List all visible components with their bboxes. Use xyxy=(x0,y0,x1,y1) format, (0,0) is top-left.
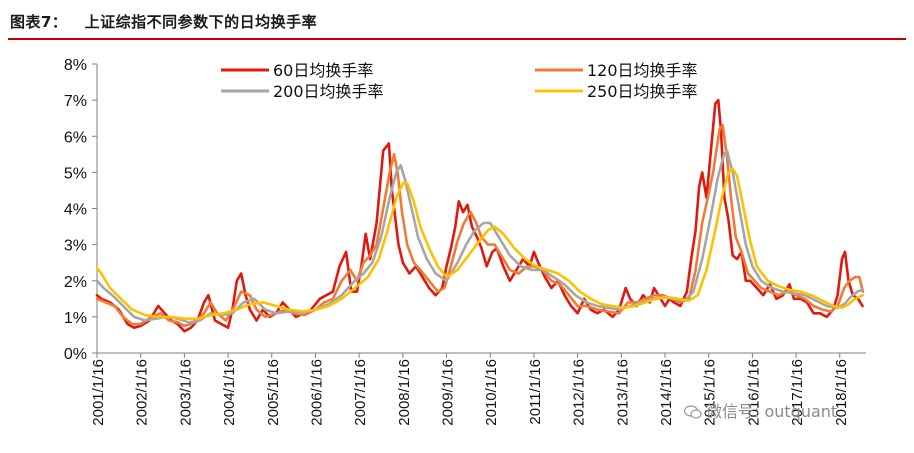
y-tick-label: 2% xyxy=(64,274,87,291)
x-tick-label: 2006/1/16 xyxy=(308,359,325,426)
y-tick-label: 1% xyxy=(64,310,87,327)
legend-label-1: 60日均换手率 xyxy=(273,61,373,80)
x-tick-label: 2012/1/16 xyxy=(571,359,588,426)
legend-label-2: 120日均换手率 xyxy=(587,61,698,80)
figure-header: 图表7： 上证综指不同参数下的日均换手率 xyxy=(0,0,914,42)
x-tick-label: 2010/1/16 xyxy=(483,359,500,426)
x-tick-label: 2004/1/16 xyxy=(221,359,238,426)
chart-axes: 0% 1% 2% 3% 4% 5% 6% 7% 8% 2001/1/16 2002/1/16 2003… xyxy=(64,57,866,426)
legend-label-3: 200日均换手率 xyxy=(273,82,384,101)
x-tick-label: 2007/1/16 xyxy=(352,359,369,426)
plot-area xyxy=(95,98,865,333)
chart-legend: 60日均换手率 120日均换手率 200日均换手率 250日均换手率 xyxy=(221,61,698,101)
title-divider xyxy=(8,38,906,40)
x-tick-label: 2013/1/16 xyxy=(614,359,631,426)
y-tick-label: 4% xyxy=(64,202,87,219)
x-tick-label: 2008/1/16 xyxy=(396,359,413,426)
legend-label-4: 250日均换手率 xyxy=(587,82,698,101)
y-tick-label: 8% xyxy=(64,57,87,74)
y-tick-label: 5% xyxy=(64,165,87,182)
y-tick-label: 7% xyxy=(64,93,87,110)
figure-title: 图表7： 上证综指不同参数下的日均换手率 xyxy=(10,13,318,31)
watermark-text: 微信号: outquant xyxy=(706,402,838,421)
series-line-4 xyxy=(95,167,865,320)
x-tick-label: 2018/1/16 xyxy=(833,359,850,426)
series-line-1 xyxy=(95,98,864,333)
x-tick-label: 2016/1/16 xyxy=(745,359,762,426)
x-tick-label: 2015/1/16 xyxy=(702,359,719,426)
x-tick-label: 2014/1/16 xyxy=(658,359,675,426)
wechat-icon xyxy=(684,405,702,419)
x-tick-label: 2005/1/16 xyxy=(265,359,282,426)
series-line-2 xyxy=(95,124,865,328)
x-tick-label: 2011/1/16 xyxy=(527,359,544,425)
y-tick-label: 3% xyxy=(64,238,87,255)
x-tick-label: 2017/1/16 xyxy=(789,359,806,426)
x-tick-label: 2003/1/16 xyxy=(177,359,194,426)
y-tick-label: 6% xyxy=(64,129,87,146)
x-tick-label: 2002/1/16 xyxy=(134,359,151,426)
y-tick-label: 0% xyxy=(64,346,87,363)
watermark: 微信号: outquant xyxy=(684,398,837,422)
x-tick-label: 2009/1/16 xyxy=(440,359,457,426)
x-tick-label: 2001/1/16 xyxy=(90,359,107,426)
